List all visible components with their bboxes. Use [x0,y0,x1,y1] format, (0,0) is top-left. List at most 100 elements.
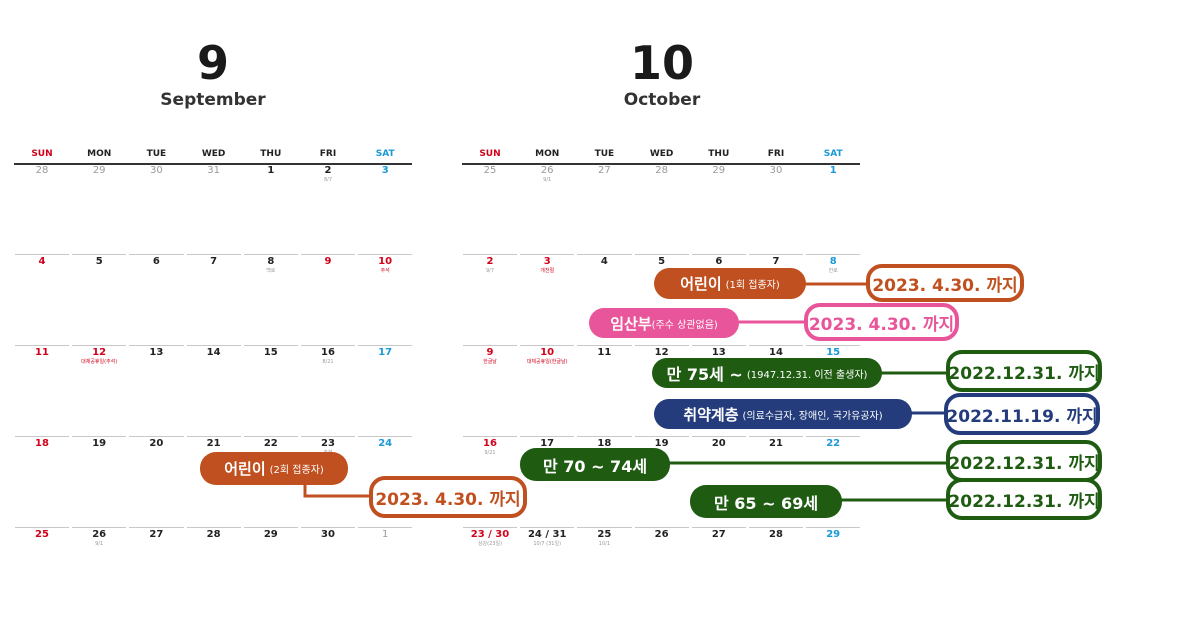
pill-sublabel: (1회 접종자) [725,280,780,291]
day-cell: 28 [634,165,690,177]
deadline-text: 2022.12.31. 까지 [948,491,1100,512]
day-cell: 27 [128,529,184,541]
week-divider [806,527,861,528]
day-cell: 22 [243,438,299,450]
day-cell: 28 [186,529,242,541]
day-number: 18 [35,438,49,449]
day-cell: 14 [186,347,242,359]
day-cell: 26 [634,529,690,541]
day-number: 16 [483,438,497,449]
day-note: 9/7 [485,268,495,274]
day-cell: 24 / 31 10/7 (31일) [519,529,575,548]
day-number: 12 [654,347,669,358]
week-divider [72,345,127,346]
day-cell: 7 [186,256,242,268]
week-divider [186,345,241,346]
week-divider [72,254,127,255]
october-header: 10 October [562,40,762,110]
day-cell: 12 대체공휴일(추석) [71,347,127,366]
day-cell: 18 [14,438,70,450]
pill-label: 만 65 ~ 69세 [713,493,819,513]
day-note: 8/7 [323,177,333,183]
week-divider [129,527,184,528]
day-cell: 14 [748,347,804,359]
day-note: 9/1 [543,177,552,183]
child-first-dose-deadline: 2023. 4.30. 까지 [866,264,1024,302]
day-note: 8/21 [322,359,334,365]
day-cell: 25 [14,529,70,541]
september-calendar: SUN MON TUE WED THU FRI SAT 28 29 30 31 1 2 8/7 3 4 5 6 7 8… [14,149,414,549]
day-number: 22 [826,438,841,449]
pill-sublabel: (1947.12.31. 이전 출생자) [746,369,868,381]
deadline-text: 2023. 4.30. 까지 [808,314,955,335]
weekday-tue: TUE [594,149,615,159]
day-cell: 22 [805,438,861,450]
month-number: 10 [629,36,694,90]
day-cell: 17 [519,438,575,450]
pill-label: 만 75세 ~ [666,365,743,384]
age-70-74-deadline: 2022.12.31. 까지 [946,440,1102,482]
day-number: 5 [658,256,666,267]
vulnerable-group-deadline: 2022.11.19. 까지 [944,393,1100,435]
day-note: 한로 [828,268,838,274]
week-divider [749,436,804,437]
week-divider [301,527,356,528]
week-divider [577,254,632,255]
day-number: 21 [206,438,221,449]
day-cell: 9 [300,256,356,268]
day-cell: 19 [71,438,127,450]
week-divider [691,345,746,346]
weekday-wed: WED [201,149,226,159]
day-number: 27 [149,529,164,540]
weekday-wed: WED [649,149,674,159]
week-divider [520,345,575,346]
day-number: 4 [38,256,46,267]
weekday-fri: FRI [319,149,337,159]
day-note: 10/1 [598,541,610,547]
week-divider [749,345,804,346]
day-number: 15 [263,347,278,358]
day-number: 20 [149,438,164,449]
day-number: 6 [152,256,160,267]
day-cell: 29 [691,165,747,177]
day-number: 10 [540,347,555,358]
day-cell: 27 [691,529,747,541]
day-cell: 1 [243,165,299,177]
day-number: 29 [263,529,278,540]
week-divider [577,527,632,528]
week-divider [243,345,298,346]
pregnant-deadline: 2023. 4.30. 까지 [804,303,959,341]
vulnerable-group-pill: 취약계층 (의료수급자, 장애인, 국가유공자) [654,399,912,429]
september-header: 9 September [113,40,313,110]
day-cell: 21 [186,438,242,450]
day-number: 27 [598,165,611,176]
day-number: 6 [715,256,723,267]
day-number: 8 [267,256,275,267]
day-number: 26 [654,529,669,540]
week-divider [72,436,127,437]
day-number: 4 [600,256,608,267]
deadline-text: 2022.12.31. 까지 [948,363,1100,384]
day-number: 30 [321,529,335,540]
day-number: 14 [206,347,221,358]
day-number: 23 [321,438,335,449]
day-number: 3 [381,165,389,176]
pill-label: 만 70 ~ 74세 [542,456,648,476]
day-cell: 10 대체공휴일(한글날) [519,347,575,366]
weekday-sat: SAT [823,149,843,159]
day-cell: 12 [634,347,690,359]
day-note: 백로 [266,268,276,274]
week-divider [15,527,70,528]
day-number: 31 [207,165,220,176]
week-divider [15,436,70,437]
week-divider [301,436,356,437]
day-cell: 11 [14,347,70,359]
day-number: 17 [540,438,555,449]
pill-sublabel: (주수 상관없음) [651,319,718,331]
day-cell: 6 [691,256,747,268]
week-divider [749,254,804,255]
month-number: 9 [196,36,229,90]
day-cell: 25 [462,165,518,177]
day-number: 23 / 30 [470,529,510,540]
